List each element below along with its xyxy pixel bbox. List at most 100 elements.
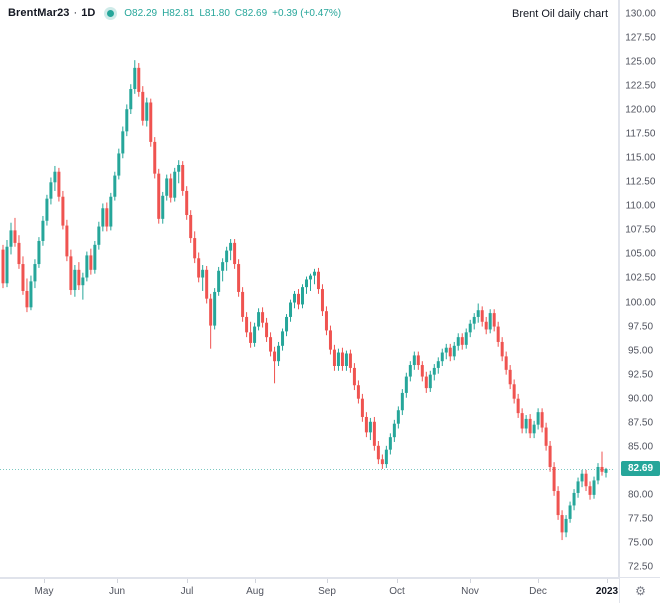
candle (105, 202, 109, 232)
candle (604, 467, 608, 478)
price-tick-label: 115.00 (625, 152, 656, 164)
candle (412, 351, 416, 370)
candle (492, 309, 496, 332)
candle (396, 406, 400, 429)
candle (297, 289, 301, 310)
candle (293, 290, 297, 309)
candle (121, 126, 125, 159)
candle (153, 137, 157, 179)
candle (312, 268, 316, 285)
close-value: C82.69 (234, 7, 268, 19)
price-tick-label: 90.00 (627, 393, 654, 405)
candle (504, 351, 508, 375)
candle (468, 319, 472, 338)
settings-gear-icon[interactable]: ⚙ (635, 583, 646, 598)
candle (197, 252, 201, 283)
interval-label[interactable]: 1D (81, 7, 96, 19)
candle (536, 408, 540, 430)
candle (380, 454, 384, 469)
candle (5, 240, 9, 288)
candle (209, 293, 213, 349)
candle (532, 420, 536, 439)
time-axis[interactable]: May Jun Jul Aug Sep Oct Nov Dec 2023 (0, 578, 660, 604)
candle (165, 174, 169, 201)
candle (352, 363, 356, 391)
candle (392, 419, 396, 442)
candle (376, 441, 380, 465)
candle (336, 348, 340, 371)
axis-corner: ⚙ (619, 578, 660, 603)
candle (217, 266, 221, 296)
time-tick-label: Sep (318, 586, 336, 597)
candle (348, 349, 352, 373)
candle (205, 265, 209, 304)
candle (13, 217, 17, 247)
candle (540, 408, 544, 433)
candle (448, 343, 452, 362)
candle (89, 248, 93, 275)
price-axis[interactable]: 130.00 127.50 125.00 122.50 120.00 117.50 115.… (619, 0, 660, 577)
time-tick-label: 2023 (595, 586, 619, 597)
candle (253, 322, 257, 347)
candle (41, 215, 45, 246)
candle (101, 203, 105, 232)
candle (548, 441, 552, 472)
price-tick-label: 107.50 (625, 224, 656, 236)
candle (277, 341, 281, 366)
candle (189, 210, 193, 243)
candle (424, 371, 428, 393)
candle (484, 316, 488, 335)
candle (456, 333, 460, 351)
price-tick-label: 75.00 (627, 537, 654, 549)
candle (480, 306, 484, 327)
candle (93, 240, 97, 274)
market-status-icon[interactable] (107, 9, 115, 17)
time-tick-label: Jun (108, 586, 126, 597)
candle (85, 251, 89, 282)
candle (416, 351, 420, 370)
candle (320, 284, 324, 316)
candle (49, 177, 53, 205)
candle (364, 412, 368, 438)
candle (301, 284, 305, 309)
time-tick-label: Oct (389, 586, 405, 597)
time-tick-mark (397, 579, 398, 583)
candle (77, 262, 81, 291)
price-tick-label: 72.50 (627, 561, 654, 573)
candle (568, 501, 572, 523)
candle (560, 510, 564, 541)
candle (173, 167, 177, 202)
candle (1, 244, 5, 289)
time-tick-mark (470, 579, 471, 583)
candle (257, 308, 261, 331)
time-tick-mark (538, 579, 539, 583)
candle (61, 190, 65, 230)
candle (273, 346, 277, 384)
candle (404, 372, 408, 398)
price-tick-label: 102.50 (625, 272, 656, 284)
candle (81, 272, 85, 300)
candle (221, 258, 225, 282)
candle (432, 364, 436, 381)
candle (508, 365, 512, 390)
candle (113, 171, 117, 201)
candle (512, 379, 516, 404)
candle (117, 148, 121, 180)
candle (265, 317, 269, 342)
candle (21, 256, 25, 295)
symbol-name[interactable]: BrentMar23 (8, 7, 70, 19)
candle (109, 192, 113, 231)
candle (520, 408, 524, 434)
price-tick-label: 117.50 (625, 128, 656, 140)
candle (249, 321, 253, 348)
candle (368, 417, 372, 441)
price-tick-label: 127.50 (625, 32, 656, 44)
time-tick-mark (255, 579, 256, 583)
price-tick-label: 120.00 (625, 104, 656, 116)
price-tick-label: 100.00 (625, 297, 656, 309)
candle (460, 333, 464, 350)
candle (69, 249, 73, 295)
candle (500, 337, 504, 362)
candle (580, 469, 584, 488)
